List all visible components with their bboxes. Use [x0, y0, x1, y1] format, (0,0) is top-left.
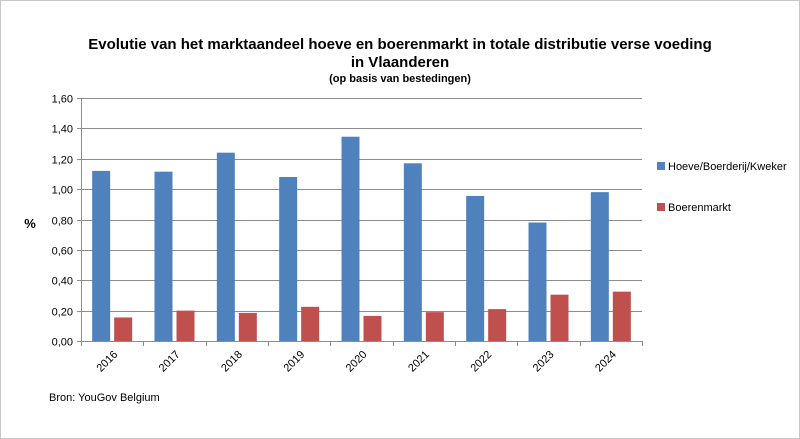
- bar-hoeve-2018: [216, 152, 235, 341]
- bar-boerenmarkt-2022: [488, 309, 507, 341]
- x-tick-label: 2022: [468, 349, 494, 375]
- x-tick-label: 2017: [157, 349, 183, 375]
- y-tick-label: 1,40: [52, 124, 73, 136]
- chart-subtitle: (op basis van bestedingen): [329, 73, 471, 85]
- bar-hoeve-2022: [466, 195, 485, 341]
- y-tick-labels: 0,00 0,20 0,40 0,60 0,80 1,00 1,20 1,40 1,60: [52, 94, 73, 349]
- source-note: Bron: YouGov Belgium: [49, 392, 160, 404]
- y-tick-label: 1,00: [52, 185, 73, 197]
- legend: Hoeve/Boerderij/Kweker Boerenmarkt: [657, 161, 787, 214]
- x-tick-label: 2016: [94, 349, 120, 375]
- x-tick-label: 2018: [219, 349, 245, 375]
- bar-hoeve-2017: [154, 171, 173, 341]
- legend-label: Hoeve/Boerderij/Kweker: [668, 161, 787, 173]
- y-axis-label: %: [24, 216, 36, 231]
- bar-boerenmarkt-2017: [176, 310, 195, 341]
- y-tick-label: 0,20: [52, 307, 73, 319]
- y-tick-label: 0,40: [52, 276, 73, 288]
- bars: [92, 136, 631, 341]
- x-tick-label: 2023: [531, 349, 557, 375]
- chart-title-line-2: in Vlaanderen: [350, 54, 450, 71]
- bar-boerenmarkt-2018: [238, 312, 257, 341]
- gridlines: [81, 98, 642, 312]
- y-tick-label: 0,80: [52, 216, 73, 228]
- x-tick-label: 2020: [344, 349, 370, 375]
- bar-hoeve-2016: [92, 170, 111, 341]
- y-tick-label: 1,20: [52, 155, 73, 167]
- bar-hoeve-2019: [279, 176, 298, 341]
- bar-hoeve-2021: [403, 163, 422, 341]
- legend-swatch: [657, 203, 665, 211]
- y-tick-label: 1,60: [52, 94, 73, 106]
- x-tick-label: 2024: [593, 349, 619, 375]
- bar-hoeve-2023: [528, 222, 547, 341]
- bar-boerenmarkt-2021: [425, 312, 444, 341]
- bar-hoeve-2024: [590, 192, 609, 341]
- chart-title-line-1: Evolutie van het marktaandeel hoeve en b…: [88, 36, 712, 53]
- bar-boerenmarkt-2019: [301, 306, 320, 341]
- legend-label: Boerenmarkt: [668, 202, 731, 214]
- x-tick-label: 2019: [281, 349, 307, 375]
- bar-boerenmarkt-2023: [550, 294, 569, 341]
- axes: [77, 98, 643, 346]
- x-tick-label: 2021: [406, 349, 432, 375]
- x-tick-labels: 2016 2017 2018 2019 2020 2021 2022 2023 2024: [94, 349, 618, 375]
- y-tick-label: 0,00: [52, 337, 73, 349]
- bar-boerenmarkt-2016: [114, 317, 133, 341]
- bar-boerenmarkt-2024: [612, 291, 631, 341]
- bar-hoeve-2020: [341, 136, 360, 341]
- legend-swatch: [657, 162, 665, 170]
- y-tick-label: 0,60: [52, 246, 73, 258]
- bar-boerenmarkt-2020: [363, 315, 382, 341]
